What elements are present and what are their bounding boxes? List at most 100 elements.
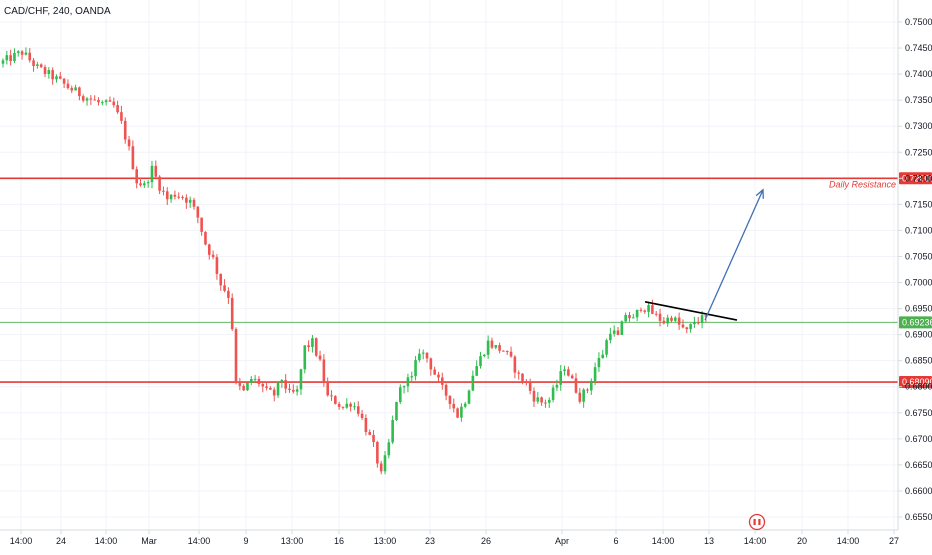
candle-body xyxy=(169,194,173,200)
candle-body xyxy=(456,408,459,418)
candle-body xyxy=(689,324,692,330)
candle-body xyxy=(567,369,570,376)
candle-body xyxy=(555,384,559,388)
candle-body xyxy=(196,206,200,218)
candle-body xyxy=(628,314,631,319)
candle-body xyxy=(146,182,150,184)
candle-body xyxy=(356,406,360,414)
x-tick-label: 27 xyxy=(889,536,899,546)
candle-body xyxy=(70,88,74,91)
candle-body xyxy=(127,139,131,147)
candle-body xyxy=(337,403,341,407)
candle-body xyxy=(624,314,627,322)
candle-body xyxy=(372,434,375,443)
candle-body xyxy=(200,217,203,232)
candle-body xyxy=(253,378,257,380)
candle-body xyxy=(234,329,238,382)
candle-body xyxy=(391,420,394,443)
candle-body xyxy=(173,194,177,197)
candle-body xyxy=(418,353,421,361)
candle-body xyxy=(24,52,28,55)
candle-body xyxy=(490,340,494,348)
x-tick-label: 9 xyxy=(243,536,248,546)
candle-body xyxy=(120,112,123,121)
candle-body xyxy=(696,322,700,324)
candle-body xyxy=(570,375,574,379)
candle-body xyxy=(547,399,551,403)
arrow-head xyxy=(755,188,764,199)
x-tick-label: 23 xyxy=(425,536,435,546)
candle-body xyxy=(299,369,303,390)
x-tick-label: 13:00 xyxy=(374,536,397,546)
candle-body xyxy=(177,196,181,198)
x-tick-label: 14:00 xyxy=(652,536,675,546)
candle-body xyxy=(463,403,467,407)
candle-body xyxy=(586,389,589,391)
candle-body xyxy=(276,382,280,396)
x-tick-label: 13 xyxy=(704,536,714,546)
candle-body xyxy=(345,403,349,408)
y-tick-label: 0.65500 xyxy=(905,512,932,522)
drawings[interactable] xyxy=(644,188,764,321)
candle-body xyxy=(78,87,81,97)
candle-body xyxy=(704,315,708,317)
candle-body xyxy=(513,356,517,373)
candle-body xyxy=(460,406,463,418)
candle-body xyxy=(582,389,585,402)
candle-body xyxy=(398,387,402,403)
candle-body xyxy=(242,385,245,391)
candle-body xyxy=(93,99,96,101)
logo-icon[interactable] xyxy=(748,513,766,531)
candle-body xyxy=(414,360,417,377)
candle-body xyxy=(429,358,433,370)
candle-body xyxy=(32,60,35,67)
candle-body xyxy=(532,390,536,402)
candle-body xyxy=(448,395,452,404)
price-tag-label: 0.69236 xyxy=(902,317,932,327)
candle-body xyxy=(605,340,608,355)
candle-body xyxy=(292,389,295,392)
candle-body xyxy=(666,317,669,324)
candle-body xyxy=(116,105,119,113)
candle-body xyxy=(528,382,532,391)
candle-body xyxy=(589,380,593,391)
candle-body xyxy=(494,345,498,348)
candle-body xyxy=(89,98,93,100)
candle-body xyxy=(16,51,20,53)
x-tick-label: 13:00 xyxy=(281,536,304,546)
candle-body xyxy=(597,358,601,368)
candle-body xyxy=(433,369,436,375)
candle-body xyxy=(250,378,253,383)
candle-body xyxy=(265,386,268,388)
level-annotation: Daily Resistance xyxy=(829,179,896,189)
candle-body xyxy=(471,375,475,391)
candle-body xyxy=(219,273,223,286)
candle-body xyxy=(288,388,291,390)
candle-body xyxy=(674,317,677,321)
candle-body xyxy=(639,309,643,311)
candle-body xyxy=(635,309,639,318)
candle-body xyxy=(330,395,333,397)
candle-body xyxy=(551,387,555,400)
horizontal-levels[interactable]: 0.72001 Daily Resistance 0.68090 0.69236 xyxy=(0,172,932,389)
candle-body xyxy=(36,64,39,67)
candle-body xyxy=(651,305,654,314)
price-tag-label: 0.72001 xyxy=(902,173,932,183)
candle-body xyxy=(509,351,513,357)
candle-body xyxy=(108,100,112,102)
candle-body xyxy=(318,355,322,360)
candle-body xyxy=(425,352,429,359)
candle-body xyxy=(135,169,138,184)
candle-body xyxy=(479,356,482,367)
x-tick-label: 26 xyxy=(481,536,491,546)
candle-body xyxy=(311,338,314,348)
candle-body xyxy=(483,354,486,357)
candle-body xyxy=(207,244,211,255)
candle-body xyxy=(452,403,456,409)
